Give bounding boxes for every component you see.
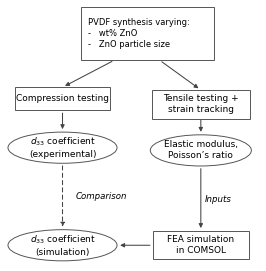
Text: FEA simulation
in COMSOL: FEA simulation in COMSOL	[167, 235, 234, 255]
Ellipse shape	[8, 132, 117, 163]
Text: Elastic modulus,
Poisson’s ratio: Elastic modulus, Poisson’s ratio	[164, 140, 238, 160]
Text: Tensile testing +
strain tracking: Tensile testing + strain tracking	[163, 94, 239, 114]
Text: Comparison: Comparison	[75, 192, 127, 201]
Ellipse shape	[150, 135, 251, 166]
Ellipse shape	[8, 230, 117, 261]
Text: $d_{33}$ coefficient
(experimental): $d_{33}$ coefficient (experimental)	[29, 136, 96, 160]
FancyBboxPatch shape	[152, 90, 250, 119]
Text: Compression testing: Compression testing	[16, 94, 109, 104]
Text: $d_{33}$ coefficient
(simulation): $d_{33}$ coefficient (simulation)	[30, 233, 95, 257]
FancyBboxPatch shape	[81, 8, 214, 60]
Text: PVDF synthesis varying:
-   wt% ZnO
-   ZnO particle size: PVDF synthesis varying: - wt% ZnO - ZnO …	[88, 18, 190, 50]
FancyBboxPatch shape	[15, 87, 110, 111]
Text: Inputs: Inputs	[205, 195, 232, 204]
FancyBboxPatch shape	[153, 231, 249, 260]
